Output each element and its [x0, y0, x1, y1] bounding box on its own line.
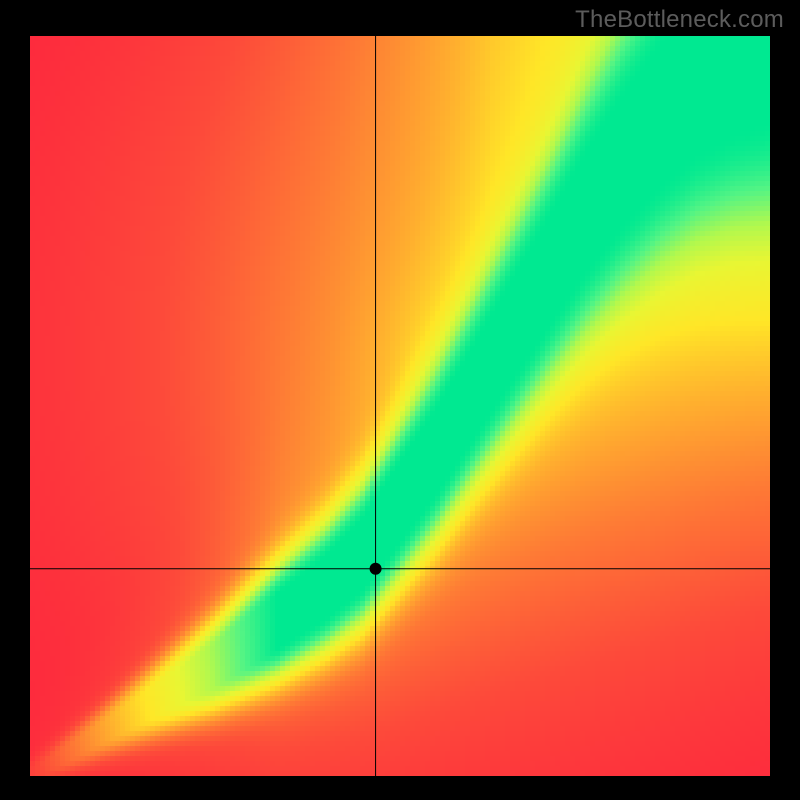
watermark-text: TheBottleneck.com [575, 6, 784, 34]
plot-area [30, 36, 770, 776]
chart-container: { "watermark": { "text": "TheBottleneck.… [0, 0, 800, 800]
bottleneck-heatmap [30, 36, 770, 776]
